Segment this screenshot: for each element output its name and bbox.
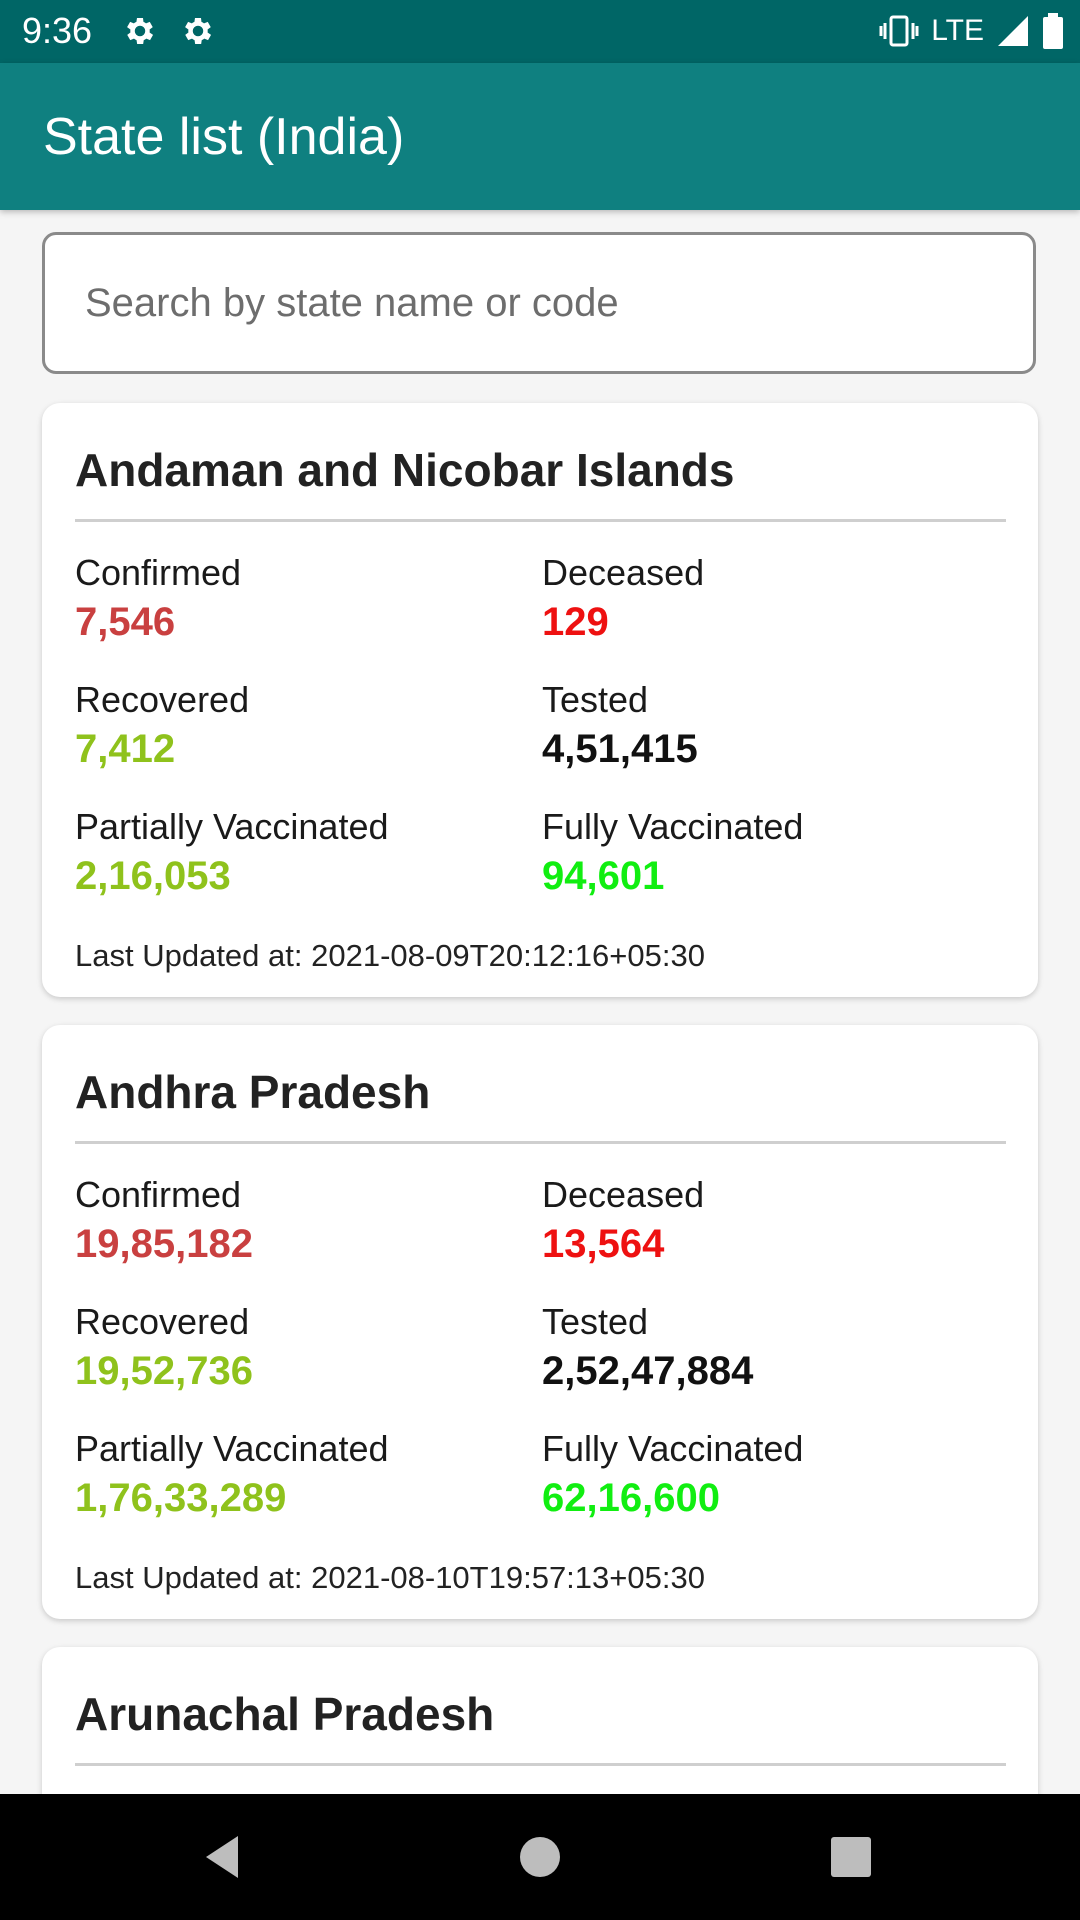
- confirmed-label: Confirmed: [75, 1174, 242, 1215]
- last-updated: Last Updated at: 2021-08-09T20:12:16+05:…: [75, 938, 705, 973]
- last-updated: Last Updated at: 2021-08-10T19:57:13+05:…: [75, 1560, 705, 1595]
- divider: [75, 519, 1006, 522]
- tested-stat: Tested 4,51,415: [542, 678, 698, 774]
- deceased-stat: Deceased 129: [542, 551, 704, 647]
- settings-icon: [127, 17, 154, 45]
- confirmed-value: 7,546: [75, 600, 176, 644]
- recovered-stat: Recovered 19,52,736: [75, 1300, 253, 1396]
- recents-icon[interactable]: [818, 1824, 884, 1890]
- page-title: State list (India): [43, 108, 405, 166]
- partially-vaccinated-stat: Partially Vaccinated 2,16,053: [75, 805, 389, 901]
- confirmed-label: Confirmed: [75, 552, 242, 593]
- search-placeholder: Search by state name or code: [85, 281, 619, 325]
- tested-label: Tested: [542, 1301, 649, 1342]
- back-icon[interactable]: [190, 1824, 256, 1890]
- home-icon[interactable]: [507, 1824, 573, 1890]
- fully-vaccinated-stat: Fully Vaccinated 94,601: [542, 805, 803, 901]
- partially-vaccinated-label: Partially Vaccinated: [75, 1428, 389, 1469]
- state-name: Arunachal Pradesh: [75, 1688, 495, 1740]
- partially-vaccinated-value: 1,76,33,289: [75, 1476, 287, 1520]
- status-time: 9:36: [22, 10, 93, 51]
- battery-icon: [1043, 13, 1063, 49]
- recovered-value: 7,412: [75, 727, 176, 771]
- deceased-label: Deceased: [542, 552, 705, 593]
- deceased-stat: Deceased 13,564: [542, 1173, 704, 1269]
- app-bar: State list (India): [0, 63, 1080, 210]
- partially-vaccinated-stat: Partially Vaccinated 1,76,33,289: [75, 1427, 389, 1523]
- deceased-value: 13,564: [542, 1222, 665, 1266]
- divider: [75, 1763, 1006, 1766]
- divider: [75, 1141, 1006, 1144]
- tested-value: 2,52,47,884: [542, 1349, 754, 1393]
- tested-label: Tested: [542, 679, 649, 720]
- tested-stat: Tested 2,52,47,884: [542, 1300, 753, 1396]
- recovered-label: Recovered: [75, 679, 250, 720]
- tested-value: 4,51,415: [542, 727, 698, 771]
- fully-vaccinated-value: 62,16,600: [542, 1476, 720, 1520]
- confirmed-value: 19,85,182: [75, 1222, 253, 1266]
- recovered-value: 19,52,736: [75, 1349, 253, 1393]
- fully-vaccinated-value: 94,601: [542, 854, 665, 898]
- status-bar: 9:36 LTE: [0, 0, 1080, 63]
- deceased-label: Deceased: [542, 1174, 705, 1215]
- recovered-stat: Recovered 7,412: [75, 678, 249, 774]
- fully-vaccinated-label: Fully Vaccinated: [542, 1428, 804, 1469]
- state-list[interactable]: Search by state name or code Andaman and…: [0, 210, 1080, 1794]
- fully-vaccinated-stat: Fully Vaccinated 62,16,600: [542, 1427, 803, 1523]
- search-input[interactable]: Search by state name or code: [42, 232, 1036, 374]
- partially-vaccinated-value: 2,16,053: [75, 854, 231, 898]
- signal-icon: [998, 16, 1028, 46]
- recovered-label: Recovered: [75, 1301, 250, 1342]
- state-name: Andhra Pradesh: [75, 1066, 431, 1118]
- state-card[interactable]: Andhra Pradesh Confirmed 19,85,182 Decea…: [42, 1025, 1038, 1619]
- vibrate-icon: [879, 15, 919, 47]
- navigation-bar: [0, 1794, 1080, 1920]
- confirmed-stat: Confirmed 19,85,182: [75, 1173, 253, 1269]
- state-card[interactable]: Arunachal Pradesh: [42, 1647, 1038, 1794]
- fully-vaccinated-label: Fully Vaccinated: [542, 806, 804, 847]
- confirmed-stat: Confirmed 7,546: [75, 551, 241, 647]
- partially-vaccinated-label: Partially Vaccinated: [75, 806, 389, 847]
- network-type: LTE: [931, 14, 984, 47]
- state-card[interactable]: Andaman and Nicobar Islands Confirmed 7,…: [42, 403, 1038, 997]
- state-name: Andaman and Nicobar Islands: [75, 444, 735, 496]
- deceased-value: 129: [542, 600, 609, 644]
- settings-icon: [185, 17, 212, 45]
